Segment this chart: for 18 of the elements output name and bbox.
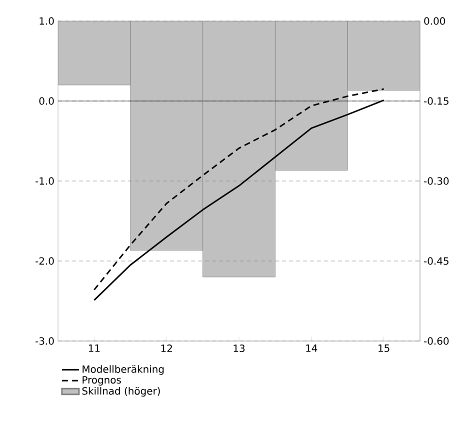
y-tick-label: 1.0 bbox=[40, 17, 54, 25]
y-tick-label: 0.0 bbox=[39, 97, 54, 105]
x-tick-label: 11 bbox=[88, 344, 100, 352]
x-tick-label: 12 bbox=[161, 344, 172, 352]
x-tick-label: 15 bbox=[378, 344, 390, 352]
y2-tick-label: 0.00 bbox=[424, 17, 446, 25]
y2-tick-label: -0.45 bbox=[424, 257, 448, 265]
x-tick-label: 13 bbox=[234, 344, 245, 352]
legend-label: Prognos bbox=[82, 376, 121, 386]
legend-label: Modellberäkning bbox=[82, 365, 164, 375]
legend-label: Skillnad (höger) bbox=[82, 386, 160, 397]
y-tick-label: -1.0 bbox=[36, 177, 54, 185]
y-tick-label: -2.0 bbox=[36, 257, 54, 265]
y2-tick-label: -0.30 bbox=[424, 177, 449, 185]
x-tick-label: 14 bbox=[306, 344, 318, 352]
y-tick-label: -3.0 bbox=[36, 337, 54, 345]
y2-tick-label: -0.15 bbox=[424, 97, 448, 105]
y2-tick-label: -0.60 bbox=[424, 337, 449, 345]
